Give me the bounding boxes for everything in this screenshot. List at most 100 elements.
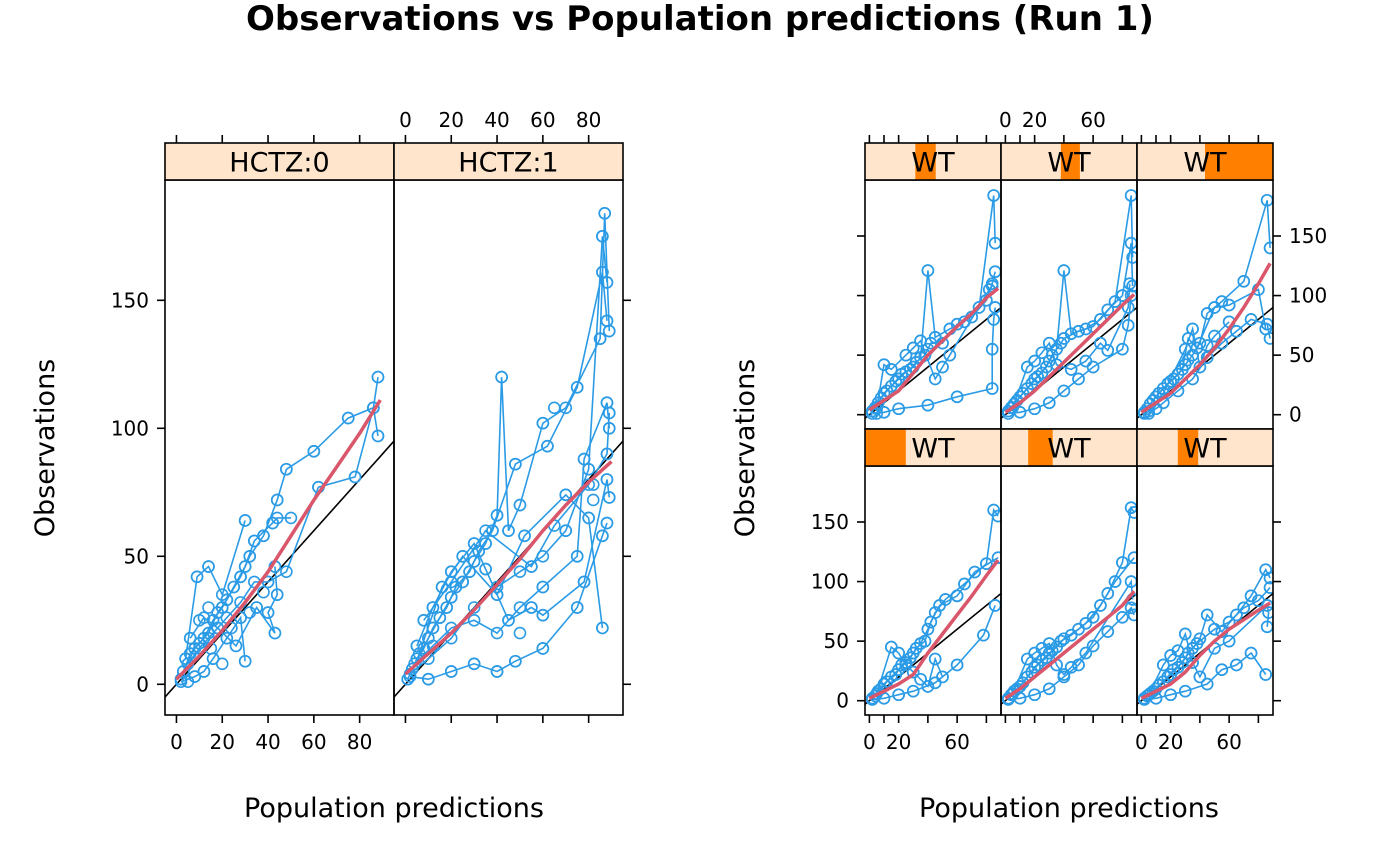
- panels_left-panel-1-xtick-label-4: 60: [301, 730, 326, 754]
- panels_right-panel-5-data-point-33: [1116, 611, 1129, 624]
- panels_right-panel-2-data-point-45: [1042, 336, 1056, 350]
- panels_right-panel-1-data-point-20: [936, 336, 949, 350]
- panels_right-panel-2: WT: [1000, 142, 1138, 430]
- panels_left-panel-1-data-point-19: [266, 516, 279, 530]
- panels_right-panel-5-strip-bg: [1001, 429, 1137, 466]
- panels_right-panel-3-data-point-40: [1186, 322, 1199, 336]
- panels_right-panel-6-subject-path-2: [1146, 586, 1271, 697]
- panels_left-panel-2-data-point-35: [598, 206, 611, 220]
- panels_left-panel-2-subject-path-3: [409, 236, 608, 675]
- panels_right-panel-2-data-point-37: [1057, 384, 1071, 398]
- panels_right-panel-1-data-point-45: [899, 348, 913, 362]
- panels_right-panel-2-data-point-50: [1101, 344, 1115, 357]
- panels_right-panel-2-plot-area: [1001, 189, 1137, 420]
- panels_left-panel-2-data-point-4: [417, 642, 431, 655]
- panels_right-panel-3-ytick-right-label-2: 50: [1289, 343, 1314, 367]
- panels_left-panel-2-data-point-20: [509, 457, 522, 471]
- panels_right-panel-2-data-point-29: [1126, 251, 1137, 264]
- panels_right-panel-2-data-point-18: [1064, 327, 1078, 340]
- panels_right-panel-1-data-point-41: [870, 407, 883, 420]
- panels_right-panel-5-strip-label: WT: [1047, 434, 1091, 465]
- panels_right-panel-4: WT: [864, 428, 1002, 716]
- panels_left-panel-2-smooth-line: [404, 460, 613, 676]
- panels_right-panel-4-data-point-28: [991, 551, 1001, 565]
- panels_left-panel-1-ytick-label-2: 50: [124, 544, 149, 568]
- panels_right-panel-1-data-point-38: [921, 398, 935, 412]
- panels_right-panel-2-data-point-36: [1072, 372, 1085, 386]
- panels_left-panel-1-data-point-18: [257, 529, 270, 543]
- panels_left-panel-2-data-point-36: [600, 276, 614, 289]
- panels_left-panel-1-subject-path-5: [184, 520, 246, 659]
- panels_left-panel-1-data-point-32: [238, 654, 252, 668]
- panels_left-panel-2-data-point-42: [600, 447, 614, 461]
- panels_right-panel-1-data-point-47: [914, 334, 927, 348]
- panels_right-panel-2-data-point-44: [1035, 346, 1049, 360]
- panels_right-panel-4-data-point-42: [928, 652, 942, 666]
- panels_left-panel-2-data-point-56: [444, 665, 458, 678]
- panels_right-panel-3-plot-area: [1137, 193, 1273, 420]
- panels_left-panel-1-path-2-point-11: [284, 511, 298, 525]
- panels_right-panel-4-data-point-23: [958, 577, 971, 591]
- panels_right-panel-1-data-point-37: [950, 390, 964, 404]
- panels_left-panel-1-data-point-37: [229, 639, 243, 653]
- panels_left-panel-1-smooth-line: [175, 399, 382, 681]
- panels_left-panel-1-data-point-31: [238, 514, 252, 527]
- panels_right-panel-5-data-point-9: [1028, 661, 1041, 674]
- panels_left-panel-1-data-point-27: [371, 370, 385, 384]
- panels_left-panel-2-data-point-58: [410, 639, 424, 653]
- panels_left-panel-2-data-point-71: [570, 549, 584, 563]
- panels_right-panel-1-data-point-29: [985, 277, 999, 290]
- panels_left-panel-2-data-point-59: [417, 613, 431, 627]
- panels_right-panel-5-smooth-line: [1004, 589, 1136, 700]
- panels_right-panel-5-data-point-38: [1042, 682, 1056, 696]
- panels_right-panel-4-data-point-16: [918, 634, 932, 648]
- panels_left-panel-2-data-point-25: [541, 439, 554, 453]
- panels_left-panel-1-data-point-16: [243, 549, 257, 563]
- panels_left-panel-1-data-point-35: [270, 588, 284, 601]
- panels_right-panel-6-strip-bg: [1137, 429, 1273, 466]
- panels_left-panel-2-data-point-12: [463, 565, 476, 578]
- panels_right-panel-2-subject-path-3: [1008, 295, 1132, 415]
- panels_right-panel-5-data-point-24: [1108, 575, 1122, 588]
- panels_left-panel-1: HCTZ:0: [164, 142, 395, 716]
- panels_left-panel-2-path-4-point-5: [490, 626, 504, 640]
- panels_right-panel-2-data-point-40: [1013, 406, 1027, 419]
- panels_right-panel-1-data-point-25: [972, 301, 986, 314]
- panels_right-panel-2-data-point-26: [1123, 277, 1136, 290]
- panels_left-panel-2-xtick-top-label-3: 40: [484, 108, 509, 132]
- panels_right-panel-6-data-point-37: [1178, 684, 1192, 698]
- panels_right-panel-4-data-point-41: [921, 680, 935, 693]
- panels_left-panel-2-data-point-8: [440, 601, 453, 614]
- panels_right-panel-2-data-point-13: [1042, 354, 1056, 368]
- panels_right-panel-5-data-point-32: [1127, 608, 1137, 622]
- panels_right-panel-6-smooth-line: [1140, 601, 1272, 700]
- panels_left-panel-2-data-point-57: [422, 672, 435, 686]
- panels_right-panel-1-data-point-46: [906, 341, 920, 355]
- panels_left-panel-2-data-point-41: [602, 422, 616, 435]
- panels_right-panel-6-data-point-47: [1222, 634, 1236, 648]
- panels_left-panel-1-plot-area: [165, 370, 394, 699]
- panels_left-panel-1-subject-path-2: [182, 517, 291, 672]
- panels_right-panel-2-xtick-top-label-5: 60: [1080, 108, 1105, 132]
- panels_right-panel-6-data-point-28: [1263, 581, 1273, 594]
- panels_left-panel-1-xtick-label-5: 80: [347, 730, 372, 754]
- panels_left-panel-2-data-point-16: [486, 524, 499, 537]
- panels_right-panel-1-data-point-35: [985, 342, 999, 356]
- panels_right-panel-3-data-point-9: [1164, 375, 1177, 388]
- panels_right-panel-1-data-point-34: [987, 313, 1000, 326]
- panels_left-panel-1-path-3-point-8: [280, 565, 293, 578]
- panels_left-panel-1-data-point-50: [179, 652, 192, 665]
- panels_left-panel-2-data-point-69: [525, 601, 538, 614]
- panels_left-panel-2-data-point-62: [444, 565, 458, 578]
- panels_right-panel-4-data-point-21: [939, 593, 952, 606]
- panels_left-panel-2-data-point-32: [593, 332, 607, 346]
- panels_right-panel-6-data-point-23: [1237, 601, 1251, 615]
- panels_right-panel-3-data-point-29: [1244, 313, 1258, 326]
- panels_right-panel-5-data-point-16: [1054, 634, 1068, 648]
- panels_right-panel-6-xtick-label-5: 60: [1216, 730, 1241, 754]
- panels_right-panel-5-data-point-34: [1101, 625, 1115, 638]
- panels_right-panel-3-data-point-42: [1200, 339, 1214, 352]
- panels_right-panel-6-xtick-label-3: 20: [1158, 730, 1183, 754]
- panels_right-panel-1-strip-label: WT: [911, 148, 955, 179]
- panels_right-panel-2-data-point-49: [1094, 336, 1107, 350]
